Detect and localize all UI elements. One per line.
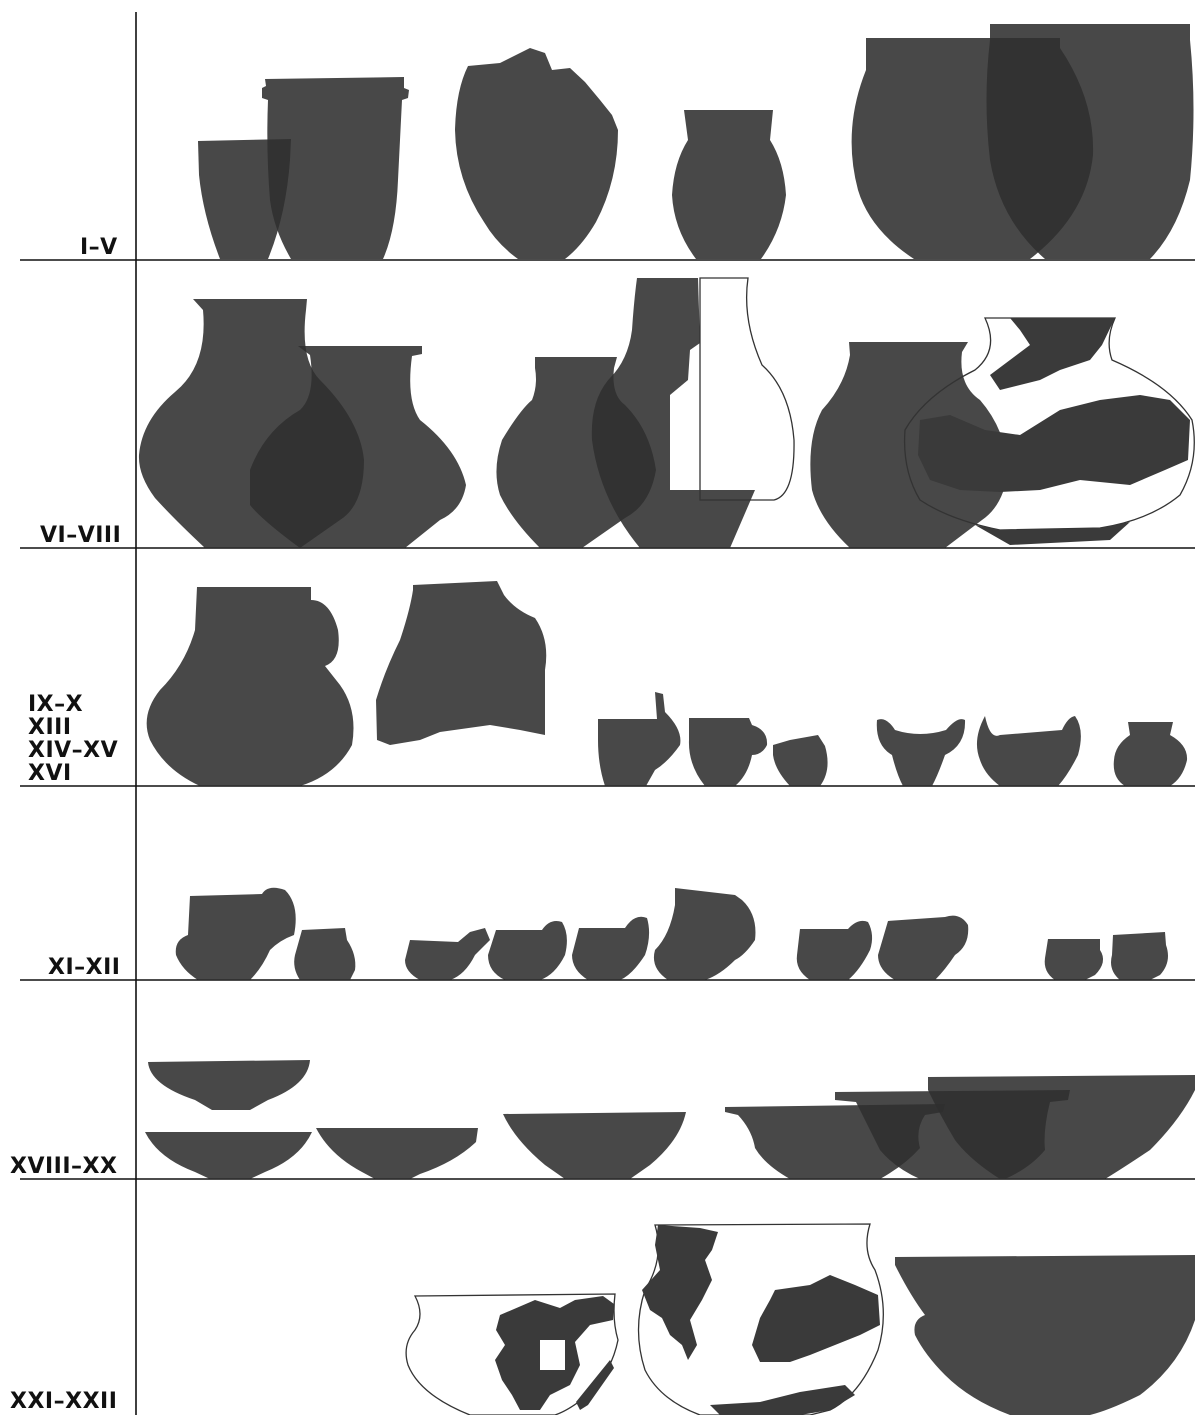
row-3-vessels	[146, 581, 1188, 786]
vessel-5-4	[503, 1112, 686, 1179]
row-label-3b: XIII	[28, 715, 72, 740]
vessel-3-1	[146, 587, 354, 786]
vessel-2-5	[810, 342, 1008, 548]
vessel-3-4	[688, 718, 768, 786]
vessel-5-7	[928, 1075, 1195, 1179]
row-label-1: I–V	[80, 235, 118, 260]
vessel-2-2	[250, 346, 466, 548]
vessel-4-1	[175, 887, 296, 980]
row-5-vessels	[145, 1060, 1195, 1179]
vessel-3-7	[976, 716, 1081, 786]
vessel-5-1	[148, 1060, 310, 1110]
vessel-3-5	[773, 735, 828, 786]
vessel-2-4-reconstruction-outline	[699, 277, 795, 501]
vessel-3-6	[876, 719, 966, 786]
row-4-vessels	[175, 887, 1168, 980]
vessel-1-2	[262, 77, 409, 259]
vessel-6-1-reconstruction-outline	[405, 1293, 619, 1415]
vessel-3-2	[376, 581, 547, 745]
vessel-1-1	[198, 139, 291, 259]
row-label-4: XI–XII	[48, 955, 120, 980]
row-label-6: XXI–XXII	[10, 1389, 117, 1414]
vessel-5-2	[145, 1132, 312, 1179]
vessel-3-8	[1113, 722, 1188, 786]
row-label-5: XVIII–XX	[10, 1154, 117, 1179]
vessel-6-2-fragments	[642, 1225, 880, 1415]
vessel-4-4	[488, 921, 567, 980]
vessel-1-4	[672, 110, 786, 259]
vessel-6-1-fragments	[495, 1296, 614, 1410]
vessel-4-8	[878, 915, 969, 980]
vessel-5-3	[316, 1128, 478, 1179]
vessel-4-6	[653, 888, 756, 980]
vessel-4-9	[1044, 939, 1104, 980]
vessel-2-4	[591, 278, 755, 548]
vessel-6-3	[895, 1255, 1195, 1415]
vessel-4-7	[796, 920, 873, 980]
vessel-1-6	[986, 24, 1194, 259]
vessel-4-5	[572, 916, 650, 980]
row-label-2: VI–VIII	[40, 523, 121, 548]
vessel-4-10	[1111, 932, 1168, 980]
row-label-3a: IX–X	[28, 692, 83, 717]
vessel-3-3	[598, 692, 681, 786]
row-1-vessels	[198, 24, 1194, 259]
row-6-vessels	[405, 1223, 1195, 1415]
vessel-1-3	[455, 48, 618, 259]
vessel-2-6-fragments	[918, 318, 1190, 545]
row-label-3d: XVI	[28, 761, 72, 786]
vessel-4-2	[294, 928, 356, 980]
vessel-4-3	[405, 928, 490, 980]
row-label-3c: XIV–XV	[28, 738, 118, 763]
row-2-vessels	[138, 277, 1195, 548]
